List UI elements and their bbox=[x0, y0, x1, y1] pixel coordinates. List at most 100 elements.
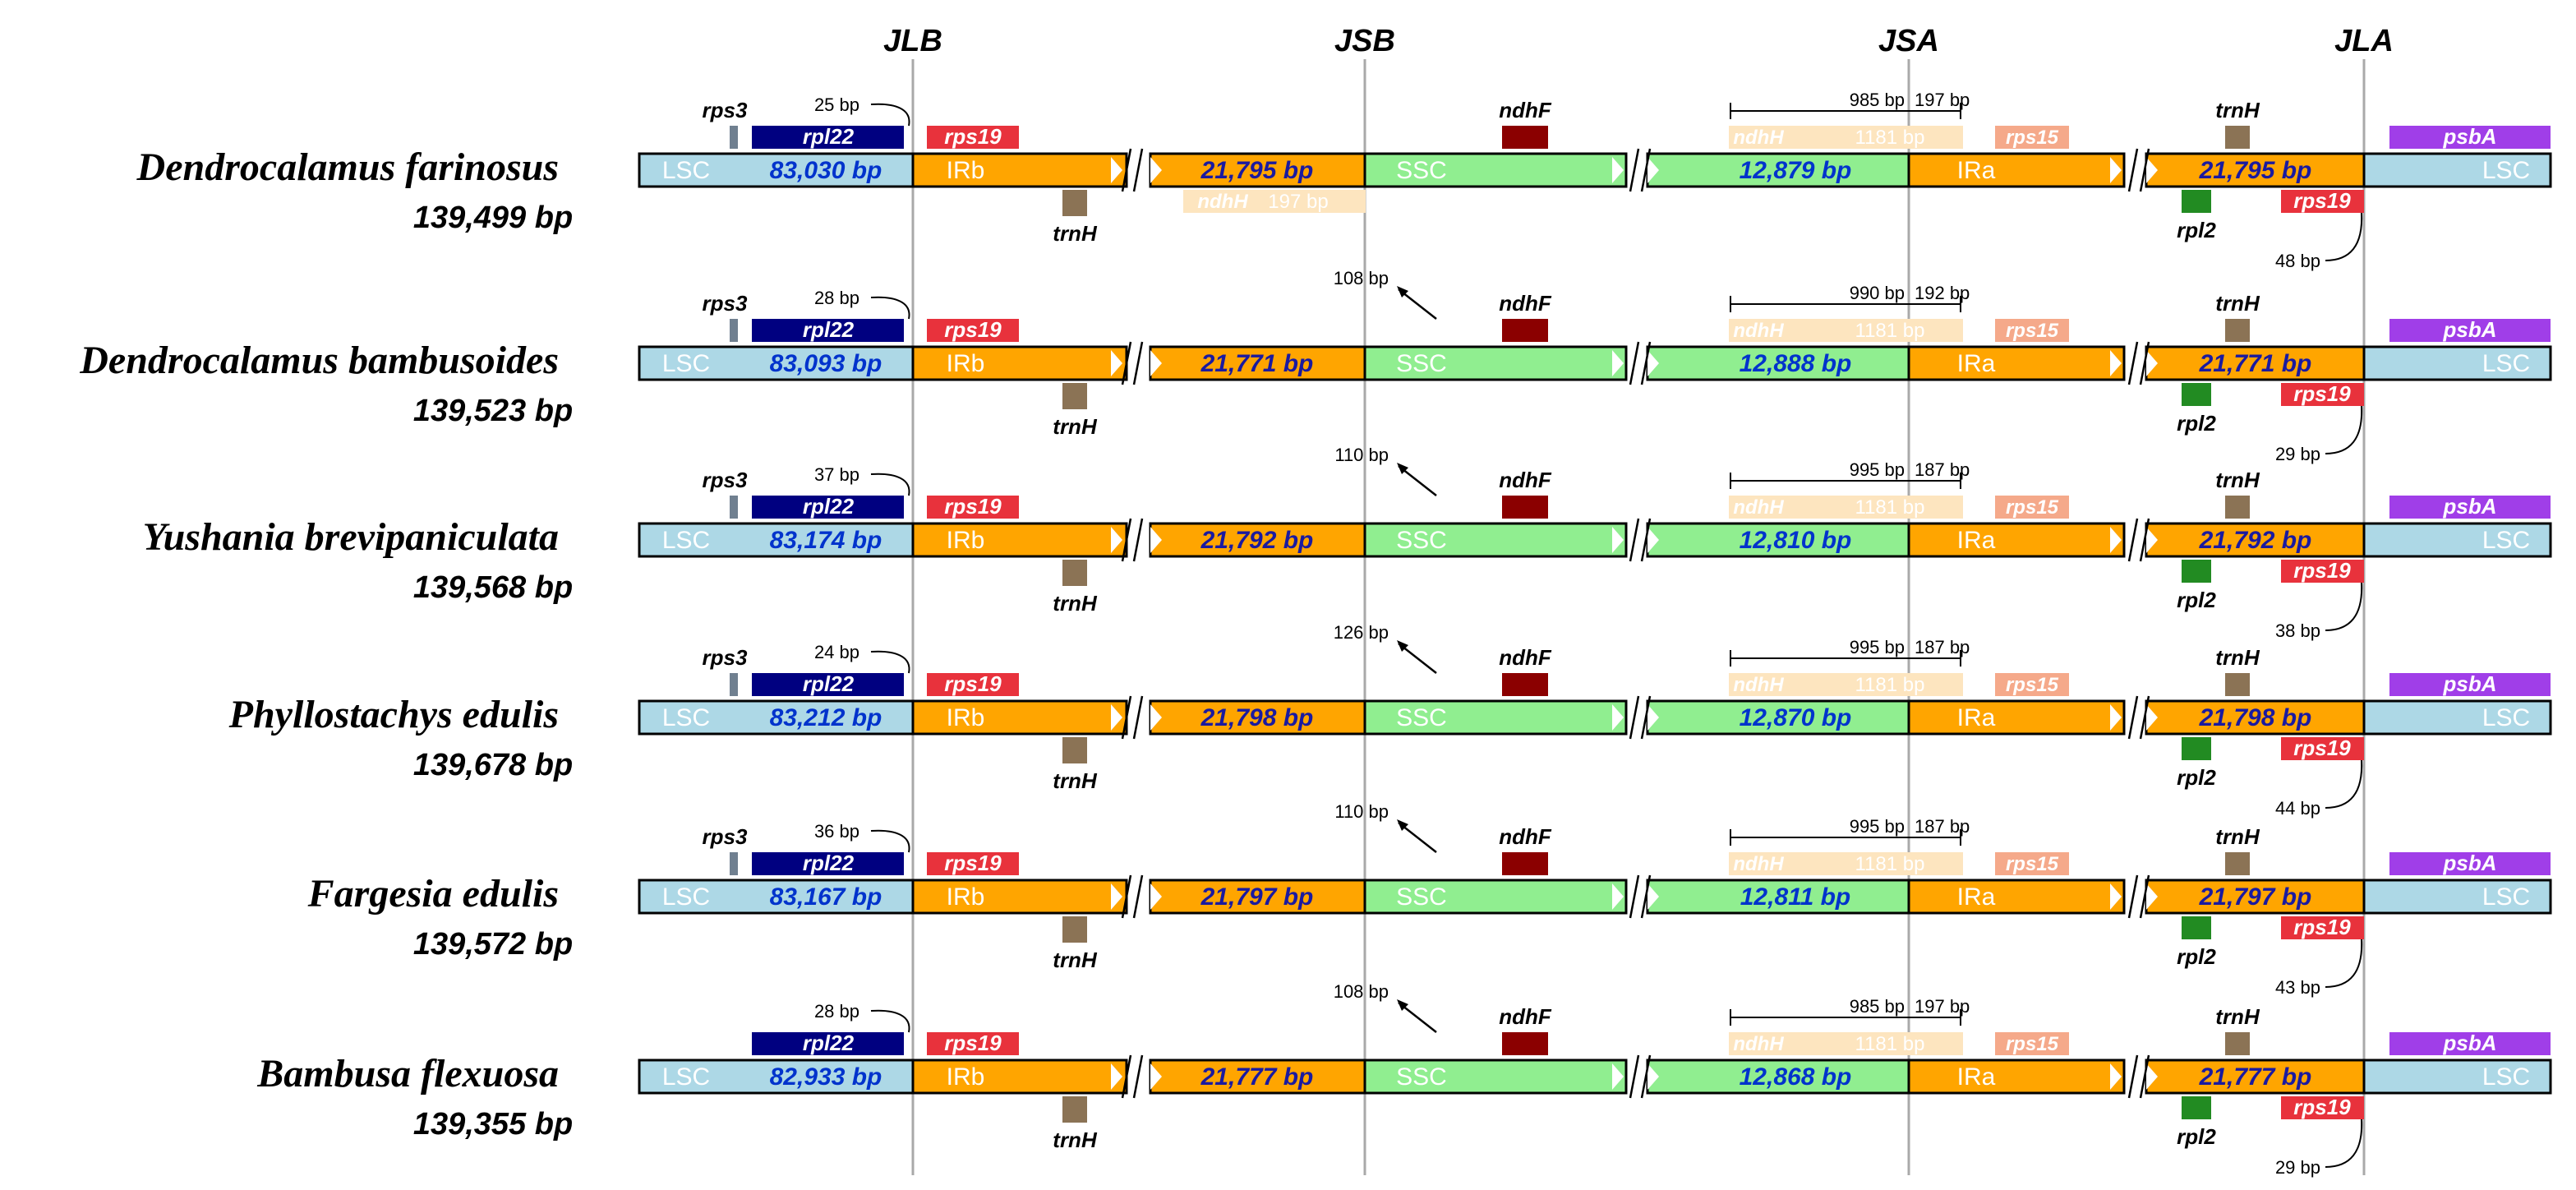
lsc-label: LSC bbox=[662, 1063, 710, 1091]
trnH-gene-irb bbox=[1062, 383, 1087, 409]
break-slash bbox=[1121, 341, 1132, 385]
rps3-gene bbox=[730, 126, 738, 149]
ssc-length: 12,879 bp bbox=[1740, 157, 1852, 184]
species-row: Dendrocalamus bambusoides 139,523 bp LSC IR… bbox=[79, 268, 2552, 464]
ira-arrow-2 bbox=[2146, 704, 2158, 731]
ira-arrow bbox=[2110, 704, 2122, 731]
ira-bar-2 bbox=[2145, 699, 2366, 736]
rpl2-gene bbox=[2182, 190, 2211, 213]
ira-length: 21,795 bp bbox=[2199, 157, 2312, 184]
rpl22-label: rpl22 bbox=[803, 124, 855, 149]
rpl2-label: rpl2 bbox=[2177, 765, 2216, 790]
trnH-label-irb: trnH bbox=[1053, 221, 1098, 246]
trnH-gene-irb bbox=[1062, 737, 1087, 763]
rps15-label: rps15 bbox=[2006, 496, 2059, 519]
irb-arrow bbox=[1111, 704, 1122, 731]
rps19-gap-label: 29 bp bbox=[2275, 1157, 2320, 1178]
ssc-bar bbox=[1363, 879, 1628, 915]
break-slash bbox=[2139, 695, 2150, 740]
ndhF-gene bbox=[1502, 126, 1548, 149]
ssc-bar-2 bbox=[1646, 522, 1910, 558]
genome-length: 139,678 bp bbox=[413, 748, 573, 782]
trnH-label-irb: trnH bbox=[1053, 1128, 1098, 1152]
ndhH-right-length: 187 bp bbox=[1915, 459, 1970, 480]
rps19-gene-irb bbox=[927, 496, 1019, 519]
irb-arrow-2 bbox=[1150, 527, 1162, 553]
rpl22-gap-arrow bbox=[870, 296, 910, 320]
species-row: Fargesia edulis 139,572 bp LSC IRb SSC IRa LSC… bbox=[307, 801, 2552, 998]
junction-jsb-label: JSB bbox=[1334, 24, 1395, 58]
rps3-gene bbox=[730, 319, 738, 342]
rpl22-label: rpl22 bbox=[803, 317, 855, 342]
trnH-gene-irb bbox=[1062, 190, 1087, 216]
ssc-arrow-2 bbox=[1647, 704, 1659, 731]
lsc-label: LSC bbox=[662, 704, 710, 731]
rps15-label: rps15 bbox=[2006, 1033, 2059, 1055]
irb-bar bbox=[911, 345, 1128, 381]
ndhF-label: ndhF bbox=[1499, 645, 1552, 670]
species-name: Phyllostachys edulis bbox=[228, 693, 559, 736]
ndhF-gene bbox=[1502, 673, 1548, 696]
trnH-gene-irb bbox=[1062, 1096, 1087, 1123]
break-slash bbox=[1121, 518, 1132, 562]
irb-label: IRb bbox=[947, 350, 985, 377]
irb-bar bbox=[911, 1059, 1128, 1095]
trnH-gene-ira bbox=[2225, 1032, 2250, 1055]
ira-bar bbox=[1907, 1059, 2126, 1095]
ira-arrow-2 bbox=[2146, 350, 2158, 376]
rps3-label: rps3 bbox=[703, 468, 748, 492]
ndhH-irb-length: 197 bp bbox=[1268, 191, 1328, 213]
ndhH-span-label: 1181 bp bbox=[1855, 853, 1925, 875]
rps15-label: rps15 bbox=[2006, 127, 2059, 149]
irb-label: IRb bbox=[947, 883, 985, 911]
ndhF-label: ndhF bbox=[1499, 824, 1552, 849]
rpl22-label: rpl22 bbox=[803, 494, 855, 519]
break-slash bbox=[1121, 874, 1132, 919]
rps15-label: rps15 bbox=[2006, 674, 2059, 696]
break-slash bbox=[1132, 695, 1144, 740]
lsc-label-right: LSC bbox=[2482, 157, 2530, 184]
ira-bar bbox=[1907, 345, 2126, 381]
rpl22-gene bbox=[752, 1032, 904, 1055]
trnH-label-irb: trnH bbox=[1053, 591, 1098, 616]
ira-label: IRa bbox=[1957, 883, 1996, 911]
ndhF-gene bbox=[1502, 496, 1548, 519]
ndhF-gene bbox=[1502, 1032, 1548, 1055]
ssc-bar bbox=[1363, 699, 1628, 736]
break-slash bbox=[2139, 1054, 2150, 1099]
rps19-label-ira: rps19 bbox=[2293, 1095, 2351, 1119]
psbA-gene bbox=[2389, 852, 2551, 875]
lsc-bar-right bbox=[2362, 879, 2552, 915]
ssc-bar bbox=[1363, 1059, 1628, 1095]
break-slash bbox=[2139, 518, 2150, 562]
trnH-label-irb: trnH bbox=[1053, 768, 1098, 793]
rps19-gap-arrow bbox=[2325, 939, 2363, 988]
rpl22-gap-label: 36 bp bbox=[814, 821, 859, 842]
lsc-length: 83,030 bp bbox=[770, 157, 882, 184]
ssc-offset-label: 110 bp bbox=[1334, 801, 1389, 822]
species-name: Dendrocalamus farinosus bbox=[136, 145, 559, 189]
irb-bar-2 bbox=[1149, 345, 1366, 381]
break-slash bbox=[1132, 874, 1144, 919]
rps3-label: rps3 bbox=[703, 291, 748, 316]
ndhH-gene bbox=[1729, 496, 1963, 519]
ndhH-span-label: 1181 bp bbox=[1855, 1033, 1925, 1055]
ssc-length: 12,888 bp bbox=[1740, 350, 1852, 377]
lsc-length: 83,167 bp bbox=[770, 883, 882, 911]
break-slash bbox=[2139, 148, 2150, 192]
ssc-label: SSC bbox=[1396, 350, 1447, 377]
break-slash bbox=[1629, 341, 1640, 385]
ssc-arrow-2 bbox=[1647, 157, 1659, 183]
ira-arrow-2 bbox=[2146, 883, 2158, 910]
rpl22-label: rpl22 bbox=[803, 1031, 855, 1055]
rpl2-label: rpl2 bbox=[2177, 218, 2216, 242]
trnH-gene-irb bbox=[1062, 560, 1087, 586]
break-slash bbox=[1132, 518, 1144, 562]
rpl22-gap-label: 25 bp bbox=[814, 95, 859, 115]
break-slash bbox=[2127, 341, 2139, 385]
rps15-gene bbox=[1995, 852, 2069, 875]
lsc-bar bbox=[638, 522, 915, 558]
rpl2-label: rpl2 bbox=[2177, 411, 2216, 436]
break-slash bbox=[1629, 1054, 1640, 1099]
ndhH-left-length: 985 bp bbox=[1850, 996, 1905, 1017]
